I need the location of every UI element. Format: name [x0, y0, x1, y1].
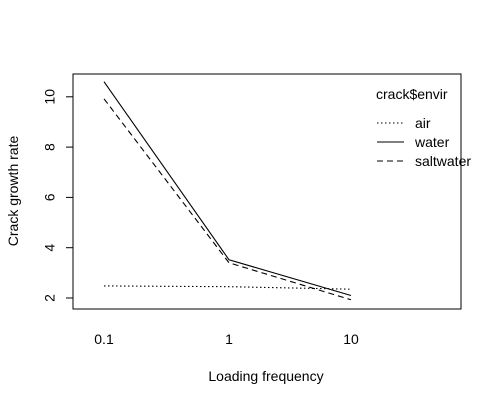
series-line-water: [103, 81, 352, 297]
y-tick-label: 8: [42, 143, 58, 151]
y-axis: 2 4 6 8 10: [42, 89, 74, 302]
y-tick-label: 2: [42, 294, 58, 302]
x-axis: 0.1 1 10: [94, 331, 359, 347]
series-layer: [103, 81, 352, 301]
y-axis-title: Crack growth rate: [5, 136, 21, 247]
x-tick-label: 1: [225, 331, 233, 347]
y-tick-label: 4: [42, 244, 58, 252]
legend-label-air: air: [415, 115, 431, 131]
y-tick-label: 6: [42, 193, 58, 201]
legend-items: air water saltwater: [377, 115, 471, 169]
series-line-air: [103, 285, 352, 290]
legend-label-water: water: [414, 134, 450, 150]
series-line-saltwater: [103, 98, 352, 301]
x-tick-label: 0.1: [94, 331, 114, 347]
y-tick-label: 10: [42, 89, 58, 105]
x-axis-title: Loading frequency: [208, 368, 323, 384]
legend-label-saltwater: saltwater: [415, 153, 471, 169]
legend: crack$envir air water saltwater: [376, 86, 471, 169]
x-tick-label: 10: [343, 331, 359, 347]
legend-title: crack$envir: [376, 86, 448, 102]
